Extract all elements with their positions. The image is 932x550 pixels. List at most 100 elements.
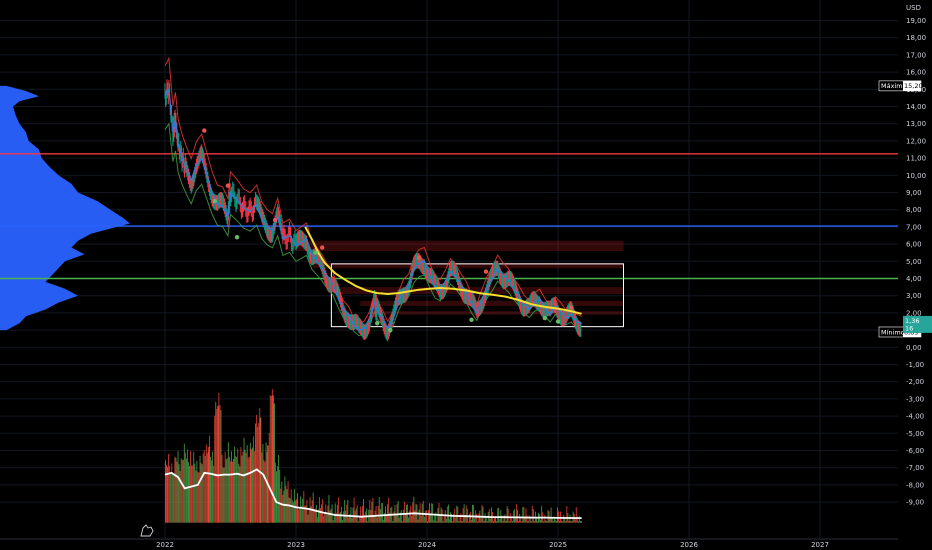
x-tick-label: 2024 — [418, 541, 436, 549]
buy-signal-marker — [542, 315, 548, 321]
volume-bar — [418, 509, 420, 523]
volume-bar — [495, 516, 497, 523]
volume-bar — [300, 496, 302, 523]
volume-bar — [169, 465, 171, 523]
volume-bar — [199, 455, 201, 523]
volume-bar — [347, 500, 349, 523]
volume-bar — [387, 504, 389, 523]
volume-bar — [349, 513, 351, 523]
volume-bar — [496, 521, 498, 523]
volume-bar — [473, 505, 475, 523]
volume-bar — [486, 521, 488, 523]
volume-bar — [429, 503, 430, 523]
volume-bar — [578, 516, 580, 523]
currency-label[interactable]: USD — [906, 4, 921, 12]
volume-bar — [551, 516, 553, 523]
volume-bar — [289, 498, 291, 523]
volume-bar — [360, 516, 362, 523]
volume-bar — [490, 507, 492, 523]
volume-bar — [428, 510, 429, 523]
y-axis[interactable]: 19,0018,0017,0016,0015,0014,0013,0012,00… — [900, 0, 932, 550]
range-box[interactable] — [330, 263, 624, 328]
volume-bar — [571, 521, 573, 523]
volume-profile-shape — [0, 85, 130, 331]
volume-bar — [527, 521, 529, 523]
buy-signal-marker — [469, 317, 474, 322]
volume-bar — [580, 521, 581, 523]
volume-bar — [476, 514, 478, 523]
volume-bar — [522, 506, 524, 523]
max-value-box — [903, 80, 921, 91]
volume-bar — [307, 514, 309, 523]
volume-bar — [422, 500, 424, 523]
volume-spike — [272, 395, 274, 523]
y-tick-label: -2,00 — [906, 378, 924, 386]
horizontal-levels[interactable] — [0, 153, 898, 280]
volume-bar — [525, 508, 527, 523]
volume-bar — [452, 521, 454, 523]
volume-bar — [257, 426, 259, 523]
volume-bar — [504, 514, 506, 523]
volume-bar — [447, 504, 449, 523]
volume-bar — [456, 505, 458, 523]
volume-bar — [380, 503, 382, 523]
volume-bar — [332, 520, 334, 523]
sell-signal-marker — [568, 305, 574, 310]
last-price-value: 1,36 — [905, 317, 919, 325]
tradingview-logo-icon[interactable] — [140, 524, 154, 537]
resistance-zones — [289, 240, 624, 315]
volume-bar — [206, 453, 208, 523]
volume-bar — [203, 450, 205, 523]
buy-signal-marker — [212, 198, 217, 204]
volume-bar — [461, 521, 463, 523]
volume-bar — [277, 466, 279, 523]
volume-bar — [472, 504, 473, 523]
volume-bar — [356, 505, 358, 523]
volume-bar — [228, 456, 230, 523]
volume-bar — [308, 509, 310, 523]
trailing-stop-green — [164, 122, 582, 337]
volume-bar — [494, 516, 495, 523]
volume-bar — [270, 395, 272, 523]
volume-bar — [343, 511, 345, 523]
y-tick-label: 7,00 — [906, 223, 922, 231]
x-axis[interactable]: 2022 2023 2024 2025 2026 2027 — [0, 538, 898, 549]
volume-bar — [458, 521, 460, 523]
volume-bar — [244, 449, 246, 523]
volume-bar — [465, 505, 467, 523]
volume-bar — [546, 521, 548, 523]
volume-bar — [281, 481, 283, 523]
y-tick-label: 5,00 — [906, 258, 922, 266]
volume-bar — [408, 517, 410, 523]
volume-bar — [178, 464, 180, 523]
volume-bar — [523, 507, 525, 523]
volume-bar — [559, 521, 560, 523]
volume-spike — [259, 417, 261, 523]
moving-average-line — [304, 226, 582, 315]
volume-bar — [577, 521, 579, 523]
price-line — [164, 87, 582, 331]
volume-bar — [506, 506, 508, 523]
volume-bar — [455, 517, 457, 523]
volume-bar — [166, 465, 167, 523]
volume-bar — [180, 458, 182, 523]
x-tick-label: 2025 — [549, 541, 567, 549]
volume-bar — [172, 472, 174, 523]
consolidation-box[interactable] — [330, 263, 624, 328]
volume-bar — [239, 466, 241, 523]
volume-bar — [537, 521, 538, 523]
volume-bar — [517, 509, 519, 523]
volume-bar — [245, 452, 247, 523]
volume-bar — [287, 481, 289, 523]
volume-bar — [241, 455, 243, 523]
y-tick-label: -8,00 — [906, 481, 924, 489]
volume-bar — [181, 459, 183, 523]
y-tick-label: -9,00 — [906, 499, 924, 507]
volume-bar — [204, 456, 206, 523]
volume-bar — [432, 503, 434, 523]
volume-bar — [535, 518, 537, 523]
sell-signal-marker — [416, 255, 422, 261]
volume-bar — [247, 457, 249, 523]
volume-bar — [444, 510, 446, 523]
